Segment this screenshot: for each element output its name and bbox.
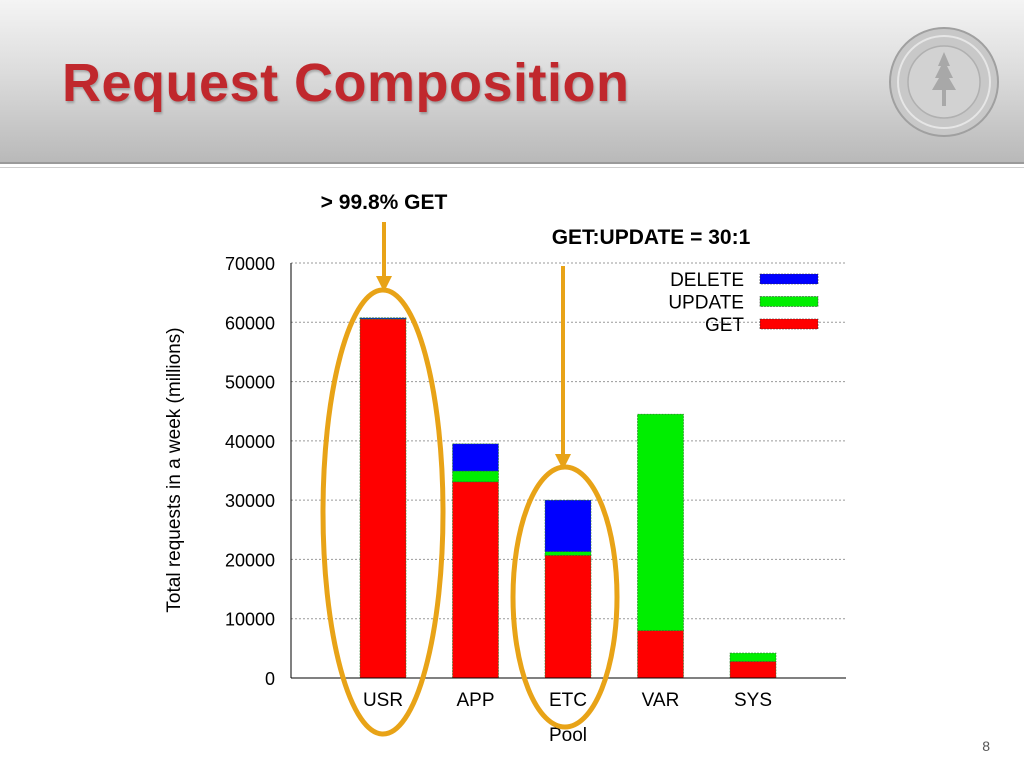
bar-segment-etc-get [544, 554, 592, 679]
y-axis-label: Total requests in a week (millions) [164, 327, 185, 612]
legend-label-update: UPDATE [668, 293, 744, 314]
y-tick-label: 30000 [225, 491, 275, 511]
y-tick-label: 20000 [225, 550, 275, 570]
y-tick-label: 70000 [225, 254, 275, 274]
legend-label-delete: DELETE [670, 270, 744, 291]
x-axis-label: Pool [549, 725, 587, 746]
bar-segment-sys-update [729, 652, 777, 662]
x-tick-label: ETC [549, 690, 587, 711]
x-tick-label: SYS [734, 690, 772, 711]
etc-annotation-text: GET:UPDATE = 30:1 [552, 226, 751, 249]
slide-title: Request Composition [62, 53, 630, 113]
bar-segment-etc-delete [544, 499, 592, 553]
y-tick-label: 0 [265, 669, 275, 689]
legend-swatch-get [759, 318, 819, 330]
x-tick-label: VAR [642, 690, 680, 711]
y-tick-label: 50000 [225, 373, 275, 393]
bar-segment-var-update [637, 413, 684, 631]
legend-swatch-update [759, 296, 819, 307]
bar-segment-var-get [637, 630, 684, 679]
page-number: 8 [982, 738, 990, 754]
bar-segment-usr-get [359, 318, 407, 679]
legend-label-get: GET [705, 315, 744, 336]
y-tick-label: 40000 [225, 432, 275, 452]
header-divider-thin [0, 167, 1024, 168]
x-tick-label: APP [456, 690, 494, 711]
legend-swatch-delete [759, 273, 819, 285]
y-tick-label: 10000 [225, 610, 275, 630]
bar-segment-app-get [452, 481, 499, 679]
header-divider [0, 162, 1024, 164]
etc-annotation-arrow [555, 266, 571, 470]
usr-annotation-text: > 99.8% GET [321, 191, 448, 214]
y-tick-label: 60000 [225, 313, 275, 333]
bar-segment-app-delete [452, 443, 499, 472]
slide-header [0, 0, 1024, 162]
bar-segment-app-update [452, 470, 499, 483]
usr-annotation-arrow [376, 222, 392, 292]
bar-segment-sys-get [729, 661, 777, 679]
university-seal-logo [889, 27, 999, 137]
bar-segment-usr-delete [359, 317, 407, 320]
etc-highlight-ellipse [510, 464, 620, 730]
x-tick-label: USR [363, 690, 403, 711]
bar-segment-etc-update [544, 551, 592, 556]
